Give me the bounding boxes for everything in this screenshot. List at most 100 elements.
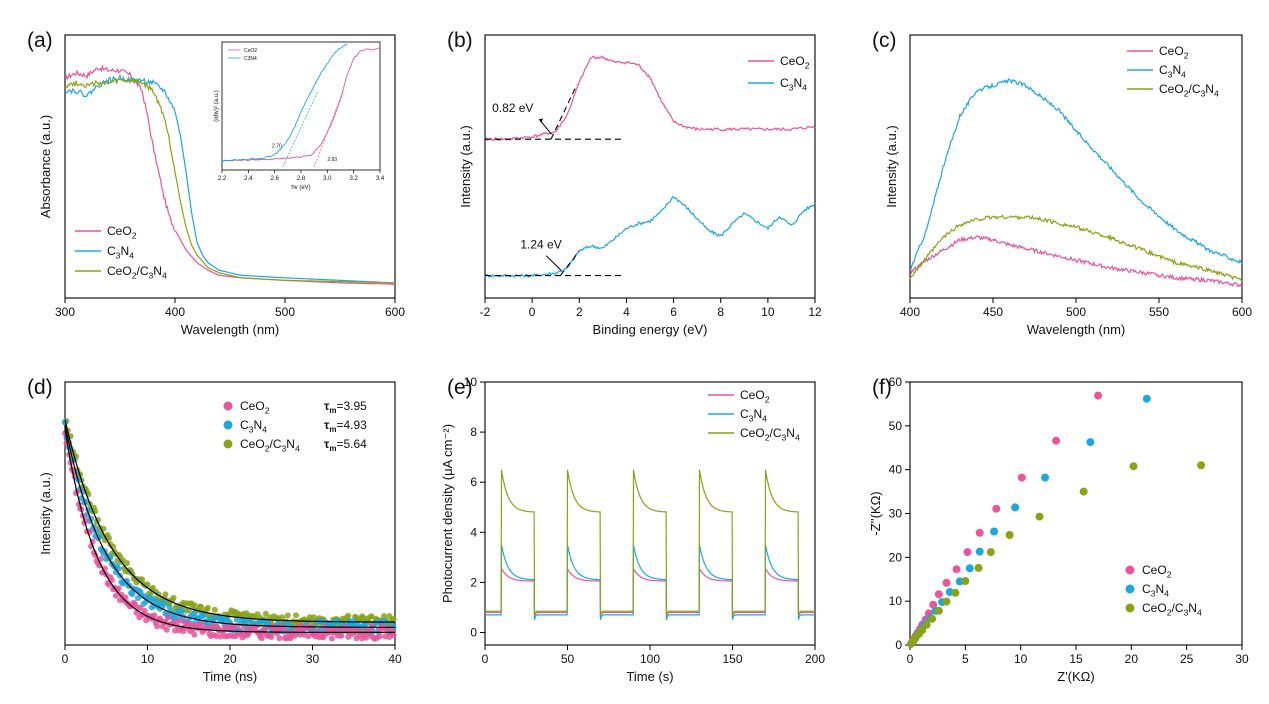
data-point: [1005, 531, 1014, 539]
data-point: [934, 590, 943, 599]
data-point: [162, 591, 169, 598]
subscript-text: 3: [281, 443, 286, 453]
subscript-text: 2: [1167, 569, 1172, 579]
panel-label: (a): [27, 29, 53, 52]
formula-text: N: [793, 76, 802, 90]
x-axis-label: Binding energy (eV): [593, 322, 708, 337]
inset-x-tick-label: 3.0: [323, 176, 332, 182]
data-point: [929, 600, 938, 609]
data-point: [141, 607, 148, 614]
x-tick-label: 150: [722, 652, 742, 666]
legend-entry: CeO2/C3N4: [740, 426, 800, 442]
subscript-text: 3: [249, 424, 254, 434]
legend-marker: [1125, 603, 1135, 613]
subscript-text: 4: [129, 250, 134, 260]
data-point: [928, 614, 937, 623]
formula-text: CeO: [740, 388, 765, 402]
tau-symbol: τ: [324, 399, 330, 413]
data-point: [942, 578, 951, 587]
x-tick-label: 300: [55, 305, 75, 319]
x-axis-label: Time (ns): [203, 669, 257, 684]
data-point: [986, 548, 995, 557]
inset-x-tick-label: 2.8: [297, 176, 306, 182]
y-tick-label: 4: [470, 525, 477, 539]
y-tick-label: 2: [470, 575, 477, 589]
annotation-text: 1.24 eV: [520, 237, 561, 251]
subscript-text: 4: [295, 443, 300, 453]
formula-text: N: [286, 437, 295, 451]
y-axis-label: -Z''(KΩ): [868, 491, 883, 535]
inset-frame: [221, 41, 381, 171]
legend-entry: CeO2/C3N4: [1159, 82, 1219, 98]
data-point: [1142, 394, 1151, 403]
x-tick-label: 20: [1125, 652, 1139, 666]
x-tick-label: 6: [670, 305, 677, 319]
formula-text: /C: [769, 426, 781, 440]
tau-subscript: m: [329, 406, 336, 415]
data-point: [975, 528, 984, 537]
data-point: [139, 576, 145, 583]
y-tick-label: 10: [889, 594, 903, 608]
data-point: [144, 581, 151, 588]
formula-text: N: [1205, 82, 1214, 96]
data-point: [166, 604, 173, 611]
fit-curve: [64, 419, 395, 623]
subscript-text: 4: [795, 432, 800, 442]
panel-label: (d): [27, 376, 53, 399]
subscript-text: 4: [1164, 588, 1169, 598]
data-point: [1079, 487, 1088, 496]
x-tick-label: 30: [306, 652, 320, 666]
legend-entry: CeO2: [740, 388, 770, 404]
subscript-text: 2: [1167, 607, 1172, 617]
y-tick-label: 30: [889, 507, 903, 521]
data-point: [291, 632, 298, 639]
fit-curve: [64, 424, 395, 628]
data-point: [211, 606, 218, 613]
formula-text: CeO: [1142, 563, 1167, 577]
inset-annotation: 2.93: [327, 157, 337, 163]
formula-text: N: [253, 418, 262, 432]
data-point: [262, 610, 269, 617]
formula-text: /C: [136, 264, 148, 278]
data-point: [952, 565, 961, 574]
x-axis-label: Wavelength (nm): [1027, 322, 1126, 337]
inset-x-tick-label: 2.2: [218, 176, 227, 182]
legend-entry: CeO2: [107, 224, 137, 240]
data-point: [154, 623, 161, 630]
formula-text: CeO: [1159, 44, 1184, 58]
subscript-text: 2: [1184, 88, 1189, 98]
formula-text: /C: [1171, 601, 1183, 615]
x-axis-label: Z'(KΩ): [1057, 669, 1094, 684]
panel-label: (e): [447, 376, 473, 399]
data-point: [253, 623, 260, 630]
x-tick-label: 4: [623, 305, 630, 319]
x-tick-label: 0: [907, 652, 914, 666]
formula-text: C: [1142, 582, 1151, 596]
plot-frame: [909, 34, 1243, 299]
data-point: [106, 535, 112, 542]
series-line-C3N4: [64, 73, 396, 284]
legend-marker: [223, 420, 233, 430]
data-point: [363, 620, 370, 627]
x-tick-label: 2: [576, 305, 583, 319]
annotation-arrowhead: [539, 118, 544, 123]
subscript-text: 3: [781, 432, 786, 442]
x-tick-label: 10: [1014, 652, 1028, 666]
data-point: [276, 635, 283, 642]
legend-entry: CeO2/C3N4: [1142, 601, 1202, 617]
data-point: [163, 626, 170, 633]
inset-legend-entry: C3N4: [244, 56, 257, 62]
subscript-text: 3: [1183, 607, 1188, 617]
data-point: [112, 592, 119, 599]
subscript-text: 3: [1151, 588, 1156, 598]
annotation-arrow: [545, 255, 562, 271]
tau-symbol: τ: [324, 418, 330, 432]
data-point: [122, 594, 129, 601]
inset-tangent: [282, 90, 319, 168]
formula-text: CeO: [1159, 82, 1184, 96]
legend-entry: CeO2: [1142, 563, 1172, 579]
inset-annotation: 2.70: [272, 143, 282, 149]
data-point: [942, 597, 951, 606]
data-point: [918, 626, 927, 635]
y-tick-label: 60: [889, 375, 903, 389]
